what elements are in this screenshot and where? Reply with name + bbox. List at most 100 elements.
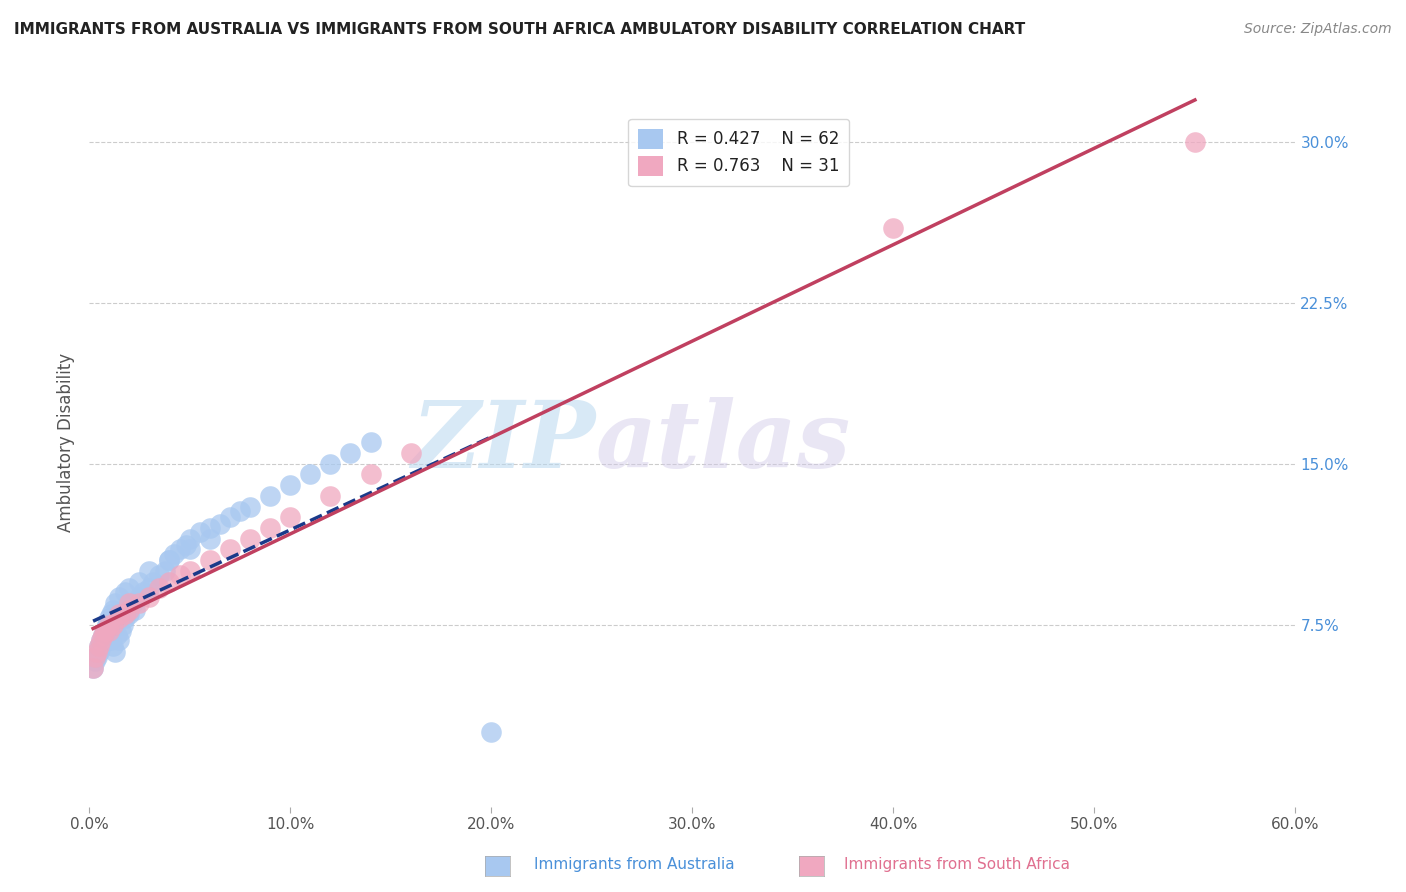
Point	[98, 624, 121, 638]
Point	[319, 457, 342, 471]
Point	[174, 538, 197, 552]
Point	[87, 645, 110, 659]
Point	[118, 602, 141, 616]
Y-axis label: Ambulatory Disability: Ambulatory Disability	[58, 352, 75, 532]
Point	[94, 624, 117, 638]
Point	[112, 617, 135, 632]
Point	[91, 628, 114, 642]
Point	[118, 607, 141, 621]
Point	[96, 617, 118, 632]
Point	[278, 510, 301, 524]
Point	[82, 660, 104, 674]
Point	[319, 489, 342, 503]
Point	[360, 435, 382, 450]
Point	[108, 590, 131, 604]
Point	[84, 654, 107, 668]
Point	[1184, 135, 1206, 149]
Point	[162, 547, 184, 561]
Point	[169, 542, 191, 557]
Point	[360, 467, 382, 482]
Point	[198, 553, 221, 567]
Point	[229, 504, 252, 518]
Point	[138, 581, 160, 595]
Point	[84, 649, 107, 664]
Point	[108, 607, 131, 621]
Point	[208, 516, 231, 531]
Point	[114, 611, 136, 625]
Point	[159, 553, 181, 567]
Point	[128, 596, 150, 610]
Point	[91, 632, 114, 647]
Point	[94, 624, 117, 638]
Point	[218, 510, 240, 524]
Point	[239, 532, 262, 546]
Point	[132, 585, 155, 599]
Point	[479, 724, 502, 739]
Point	[110, 624, 132, 638]
Point	[159, 553, 181, 567]
Legend: R = 0.427    N = 62, R = 0.763    N = 31: R = 0.427 N = 62, R = 0.763 N = 31	[628, 119, 849, 186]
Point	[100, 607, 122, 621]
Point	[159, 574, 181, 589]
Point	[103, 617, 125, 632]
Point	[91, 628, 114, 642]
Point	[198, 521, 221, 535]
Point	[188, 525, 211, 540]
Point	[128, 590, 150, 604]
Point	[98, 611, 121, 625]
Point	[100, 632, 122, 647]
Point	[122, 596, 145, 610]
Text: Immigrants from Australia: Immigrants from Australia	[534, 857, 735, 872]
Point	[259, 489, 281, 503]
Point	[104, 596, 127, 610]
Point	[148, 568, 170, 582]
Point	[179, 532, 201, 546]
Point	[87, 639, 110, 653]
Point	[98, 624, 121, 638]
Point	[114, 607, 136, 621]
Point	[124, 602, 146, 616]
Point	[108, 632, 131, 647]
Point	[138, 564, 160, 578]
Point	[98, 617, 121, 632]
Point	[87, 639, 110, 653]
Point	[94, 628, 117, 642]
Point	[259, 521, 281, 535]
Point	[90, 639, 112, 653]
Text: atlas: atlas	[596, 397, 851, 487]
Point	[155, 564, 177, 578]
Point	[84, 649, 107, 664]
Point	[169, 568, 191, 582]
Point	[90, 632, 112, 647]
Point	[105, 628, 128, 642]
Point	[108, 611, 131, 625]
Point	[218, 542, 240, 557]
Point	[148, 581, 170, 595]
Point	[104, 645, 127, 659]
Point	[86, 649, 108, 664]
Point	[96, 617, 118, 632]
Point	[198, 532, 221, 546]
Point	[179, 542, 201, 557]
Point	[278, 478, 301, 492]
Text: Immigrants from South Africa: Immigrants from South Africa	[844, 857, 1070, 872]
Point	[299, 467, 322, 482]
Point	[82, 660, 104, 674]
Point	[90, 632, 112, 647]
Point	[239, 500, 262, 514]
Point	[118, 581, 141, 595]
Point	[339, 446, 361, 460]
Point	[103, 602, 125, 616]
Point	[128, 574, 150, 589]
Point	[103, 639, 125, 653]
Point	[138, 590, 160, 604]
Point	[86, 645, 108, 659]
Text: ZIP: ZIP	[412, 397, 596, 487]
Point	[118, 596, 141, 610]
Point	[179, 564, 201, 578]
Point	[114, 585, 136, 599]
Point	[399, 446, 422, 460]
Text: Source: ZipAtlas.com: Source: ZipAtlas.com	[1244, 22, 1392, 37]
Text: IMMIGRANTS FROM AUSTRALIA VS IMMIGRANTS FROM SOUTH AFRICA AMBULATORY DISABILITY : IMMIGRANTS FROM AUSTRALIA VS IMMIGRANTS …	[14, 22, 1025, 37]
Point	[142, 574, 165, 589]
